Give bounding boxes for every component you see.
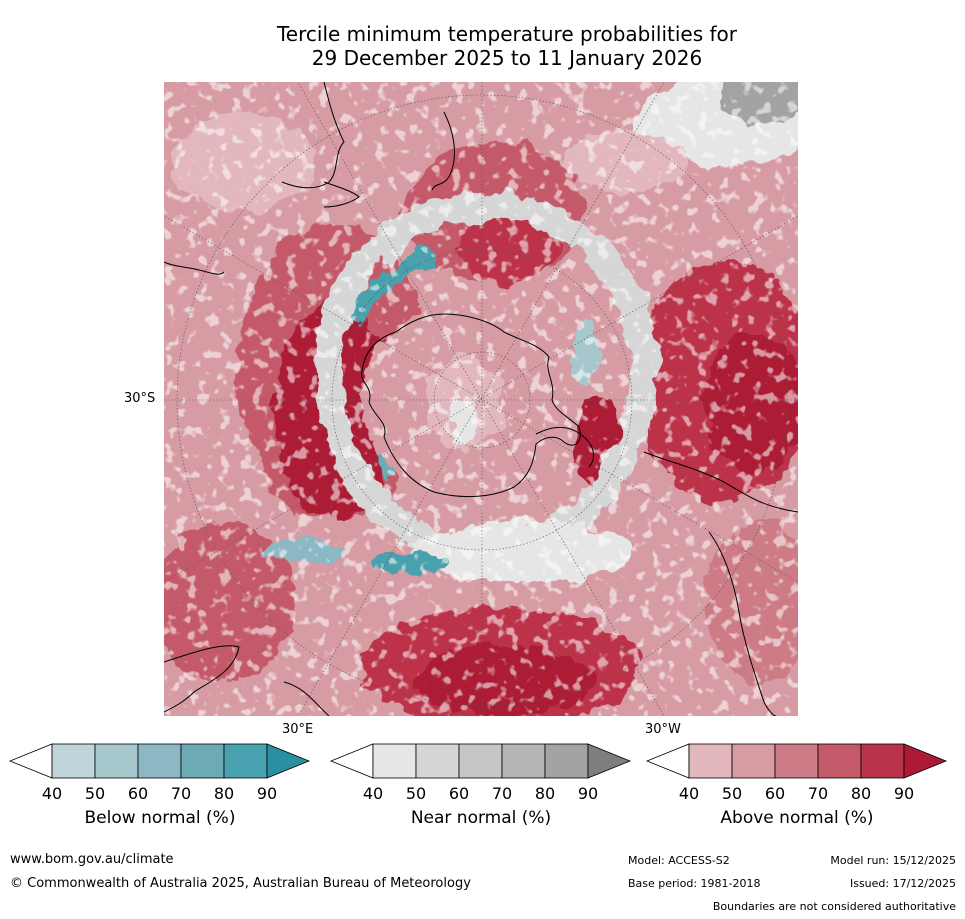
- above-swatch-5: [860, 743, 905, 779]
- footer-issued: Issued: 17/12/2025: [849, 877, 956, 890]
- colorbar-above-swatches: [645, 743, 948, 779]
- islands-coast: [323, 181, 360, 208]
- antarctica-coast: [361, 313, 581, 498]
- below-tick-label: 90: [256, 784, 278, 803]
- below-swatch-2: [94, 743, 139, 779]
- above-tick-label: 90: [893, 784, 915, 803]
- near-swatch-2: [415, 743, 460, 779]
- below-swatch-under: [8, 743, 53, 779]
- near-swatch-under: [329, 743, 374, 779]
- footer-model: Model: ACCESS-S2: [628, 854, 730, 867]
- near-swatch-over: [587, 743, 632, 779]
- near-tick-label: 40: [362, 784, 384, 803]
- above-swatch-2: [731, 743, 776, 779]
- colorbar-above-label: Above normal (%): [720, 808, 874, 828]
- below-swatch-3: [137, 743, 182, 779]
- lat-label-30s: 30°S: [124, 391, 156, 406]
- below-swatch-1: [51, 743, 96, 779]
- footer-copyright: © Commonwealth of Australia 2025, Austra…: [10, 876, 471, 891]
- lon-label-30e: 30°E: [282, 722, 314, 737]
- below-tick-label: 40: [41, 784, 63, 803]
- graticule-circle-60s: [331, 249, 633, 551]
- near-tick-label: 90: [577, 784, 599, 803]
- colorbar-near-swatches: [329, 743, 632, 779]
- probability-map: [164, 82, 798, 716]
- title-line-2: 29 December 2025 to 11 January 2026: [311, 46, 703, 70]
- colorbar-below-swatches: [8, 743, 311, 779]
- above-swatch-over: [903, 743, 948, 779]
- near-swatch-5: [544, 743, 589, 779]
- coastlines: [164, 82, 798, 716]
- near-tick-label: 50: [405, 784, 427, 803]
- near-tick-label: 70: [491, 784, 513, 803]
- graticule: [164, 82, 798, 716]
- near-swatch-1: [372, 743, 417, 779]
- new-zealand-coast: [431, 111, 455, 191]
- below-swatch-4: [180, 743, 225, 779]
- near-swatch-3: [458, 743, 503, 779]
- map-title: Tercile minimum temperature probabilitie…: [0, 22, 965, 70]
- footer-disclaimer: Boundaries are not considered authoritat…: [712, 900, 956, 913]
- near-swatch-4: [501, 743, 546, 779]
- australia-coast: [164, 645, 240, 713]
- footer-model-run: Model run: 15/12/2025: [830, 854, 956, 867]
- indian-ocean-coast: [164, 261, 225, 275]
- colorbar-below-normal: Below normal (%) 40 50 60 70 80 90: [8, 743, 311, 834]
- title-line-1: Tercile minimum temperature probabilitie…: [276, 22, 738, 46]
- above-tick-label: 70: [807, 784, 829, 803]
- below-tick-label: 70: [170, 784, 192, 803]
- below-tick-label: 80: [213, 784, 235, 803]
- colorbar-above-normal: Above normal (%) 40 50 60 70 80 90: [645, 743, 948, 834]
- pacific-island-coast: [281, 82, 345, 189]
- footer-base-period: Base period: 1981-2018: [628, 877, 761, 890]
- above-tick-label: 50: [721, 784, 743, 803]
- colorbar-below-label: Below normal (%): [84, 808, 236, 828]
- australia-south-coast: [283, 681, 330, 716]
- below-swatch-over: [266, 743, 311, 779]
- below-tick-label: 60: [127, 784, 149, 803]
- below-swatch-5: [223, 743, 268, 779]
- above-swatch-3: [774, 743, 819, 779]
- above-tick-label: 40: [678, 784, 700, 803]
- lon-label-30w: 30°W: [645, 722, 681, 737]
- near-tick-label: 60: [448, 784, 470, 803]
- above-swatch-1: [688, 743, 733, 779]
- below-tick-label: 50: [84, 784, 106, 803]
- above-tick-label: 60: [764, 784, 786, 803]
- near-tick-label: 80: [534, 784, 556, 803]
- south-america-east-coast: [708, 531, 777, 716]
- south-america-coast: [643, 451, 798, 513]
- above-tick-label: 80: [850, 784, 872, 803]
- map-svg: [164, 82, 798, 716]
- above-swatch-under: [645, 743, 690, 779]
- above-swatch-4: [817, 743, 862, 779]
- antarctic-peninsula: [535, 426, 594, 468]
- colorbar-near-label: Near normal (%): [410, 808, 552, 828]
- meridian-60-2: [164, 215, 798, 583]
- footer-website: www.bom.gov.au/climate: [10, 852, 174, 867]
- colorbar-near-normal: Near normal (%) 40 50 60 70 80 90: [329, 743, 632, 834]
